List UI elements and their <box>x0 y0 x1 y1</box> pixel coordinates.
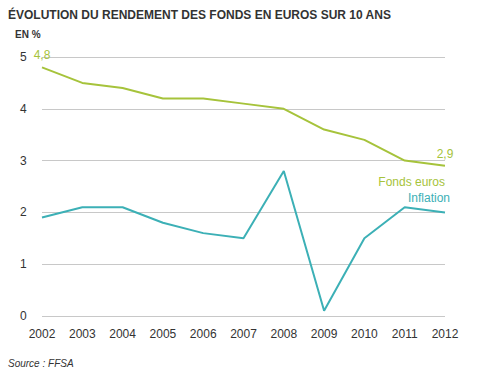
svg-text:Fonds euros: Fonds euros <box>378 175 445 189</box>
svg-text:2,9: 2,9 <box>437 147 454 161</box>
svg-text:2008: 2008 <box>270 327 297 341</box>
svg-text:2003: 2003 <box>69 327 96 341</box>
svg-text:2002: 2002 <box>29 327 56 341</box>
svg-text:Inflation: Inflation <box>408 191 450 205</box>
svg-text:3: 3 <box>20 154 27 168</box>
svg-text:2011: 2011 <box>392 327 418 341</box>
svg-text:0: 0 <box>20 309 27 323</box>
svg-text:ÉVOLUTION DU RENDEMENT DES FON: ÉVOLUTION DU RENDEMENT DES FONDS EN EURO… <box>8 7 391 22</box>
svg-text:2: 2 <box>20 205 27 219</box>
svg-text:4,8: 4,8 <box>34 48 51 62</box>
svg-text:1: 1 <box>20 257 27 271</box>
svg-text:2004: 2004 <box>109 327 136 341</box>
svg-text:2006: 2006 <box>190 327 217 341</box>
svg-text:5: 5 <box>20 50 27 64</box>
svg-text:4: 4 <box>20 102 27 116</box>
svg-text:2005: 2005 <box>150 327 177 341</box>
svg-text:2010: 2010 <box>351 327 378 341</box>
svg-text:2012: 2012 <box>432 327 459 341</box>
svg-text:Source : FFSA: Source : FFSA <box>8 358 74 369</box>
svg-text:2009: 2009 <box>311 327 338 341</box>
svg-text:EN %: EN % <box>15 29 41 40</box>
svg-text:2007: 2007 <box>230 327 257 341</box>
